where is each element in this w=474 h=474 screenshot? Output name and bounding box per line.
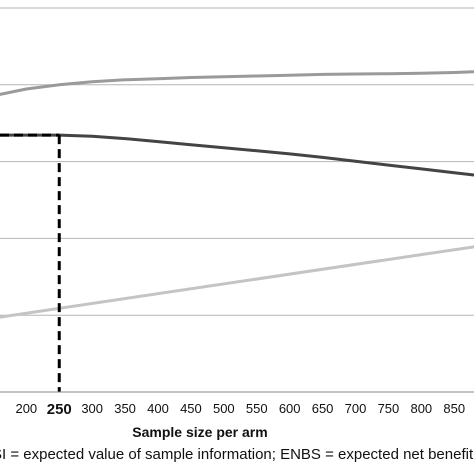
x-tick-label: 300 xyxy=(81,401,103,416)
x-tick-label: 350 xyxy=(114,401,136,416)
x-tick-label: 750 xyxy=(378,401,400,416)
x-axis-title: Sample size per arm xyxy=(132,424,267,440)
x-tick-label: 500 xyxy=(213,401,235,416)
x-axis-ticks: 200 250 300 350 400 450 500 550 600 650 700 750 800 8… xyxy=(15,401,465,418)
series-line-1 xyxy=(0,70,474,96)
gridlines xyxy=(0,7,474,316)
series-line-2 xyxy=(0,133,474,177)
optimum-marker xyxy=(0,133,61,392)
x-tick-label: 400 xyxy=(147,401,169,416)
x-tick-label: 550 xyxy=(246,401,268,416)
x-tick-label: 450 xyxy=(180,401,202,416)
footnote-text: EVSI = expected value of sample informat… xyxy=(0,446,474,463)
x-tick-label-highlight: 250 xyxy=(47,401,72,418)
x-tick-label: 850 xyxy=(443,401,465,416)
series-lines xyxy=(0,70,474,319)
x-tick-label: 600 xyxy=(279,401,301,416)
figure-footnote: EVSI = expected value of sample informat… xyxy=(0,446,474,463)
x-tick-label: 650 xyxy=(312,401,334,416)
series-line-3 xyxy=(0,245,474,319)
x-tick-label: 800 xyxy=(410,401,432,416)
x-tick-label: 700 xyxy=(345,401,367,416)
x-tick-label: 200 xyxy=(15,401,37,416)
